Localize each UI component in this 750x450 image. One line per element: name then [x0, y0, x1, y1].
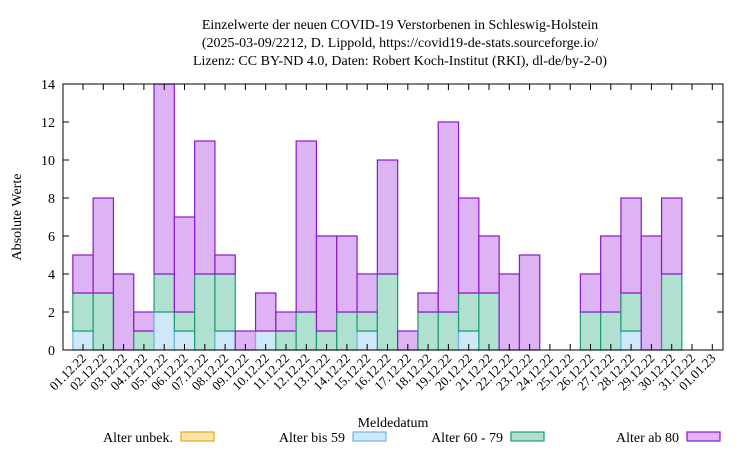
bar-segment — [92, 292, 115, 351]
y-tick-label: 6 — [48, 230, 55, 245]
bar-segment — [112, 273, 135, 351]
chart-title-line-2: (2025-03-09/2212, D. Lippold, https://co… — [202, 36, 598, 51]
legend-swatch — [510, 431, 545, 442]
bar-segment — [417, 292, 439, 313]
legend-swatch — [352, 431, 387, 442]
bar-segment — [254, 292, 277, 332]
y-axis: 0 2 4 6 8 10 12 14 — [41, 78, 723, 359]
y-tick-label: 4 — [48, 268, 55, 283]
bar-segment — [173, 311, 196, 332]
bar-segment — [356, 273, 378, 313]
bar-segment — [600, 235, 622, 313]
bar-segment — [133, 311, 155, 332]
bar-segment — [579, 273, 602, 313]
bar-segment — [194, 273, 216, 351]
bar-segment — [92, 197, 115, 294]
y-tick-label: 12 — [41, 116, 55, 131]
legend-label: Alter unbek. — [103, 431, 173, 446]
bar-segment — [194, 140, 216, 275]
bar-segment — [640, 235, 663, 351]
bar-segment — [376, 159, 399, 275]
bar-segment — [478, 235, 500, 294]
x-axis-label: Meldedatum — [358, 416, 429, 431]
bar-segment — [315, 235, 338, 332]
bar-segment — [478, 292, 500, 351]
bar-segment — [620, 197, 642, 294]
bar-segment — [295, 140, 318, 313]
plot-frame — [62, 83, 724, 351]
bar-segment — [457, 197, 480, 294]
y-tick-label: 10 — [41, 154, 55, 169]
chart-title-line-3: Lizenz: CC BY-ND 4.0, Daten: Robert Koch… — [193, 54, 607, 69]
bar-segment — [518, 254, 541, 351]
bar-segment — [498, 273, 521, 351]
y-tick-label: 0 — [48, 344, 55, 359]
bar-segment — [437, 121, 460, 313]
legend-label: Alter 60 - 79 — [431, 431, 503, 446]
bar-segment — [660, 197, 683, 275]
bar-segment — [153, 273, 175, 313]
bar-segment — [660, 273, 683, 351]
bars-layer — [72, 83, 683, 351]
legend-swatch — [686, 431, 721, 442]
y-tick-label: 8 — [48, 192, 55, 207]
bar-segment — [356, 311, 378, 332]
bar-segment — [376, 273, 399, 351]
legend: Alter unbek. Alter bis 59 Alter 60 - 79 Alt… — [103, 431, 721, 446]
y-axis-label: Absolute Werte — [10, 174, 25, 261]
bar-segment — [173, 216, 196, 313]
bar-segment — [214, 254, 236, 275]
legend-label: Alter ab 80 — [616, 431, 679, 446]
bar-segment — [72, 292, 94, 332]
bar-segment — [275, 311, 297, 332]
bar-segment — [214, 273, 236, 332]
bar-segment — [72, 254, 94, 294]
bar-segment — [620, 292, 642, 332]
legend-label: Alter bis 59 — [279, 431, 345, 446]
y-tick-label: 14 — [41, 78, 55, 93]
legend-swatch — [180, 431, 215, 442]
y-tick-label: 2 — [48, 306, 55, 321]
bar-segment — [153, 83, 175, 275]
bar-segment — [336, 235, 358, 313]
chart-title-line-1: Einzelwerte der neuen COVID-19 Verstorbe… — [202, 18, 598, 33]
bar-segment — [457, 292, 480, 332]
